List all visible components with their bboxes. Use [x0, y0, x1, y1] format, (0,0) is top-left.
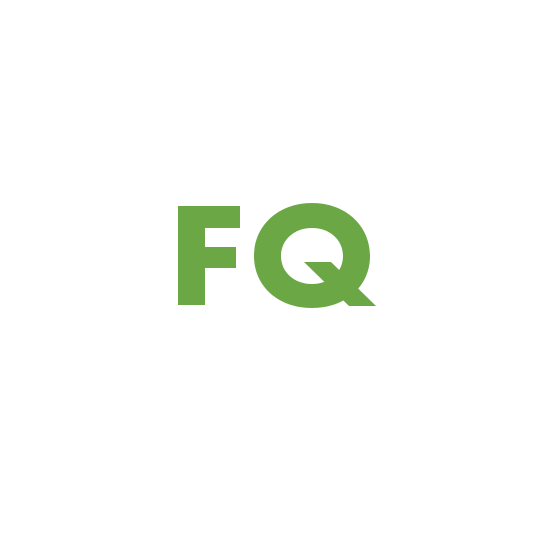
logo-letter-f: [178, 206, 240, 305]
logo-letter-q-tail: [304, 262, 376, 306]
